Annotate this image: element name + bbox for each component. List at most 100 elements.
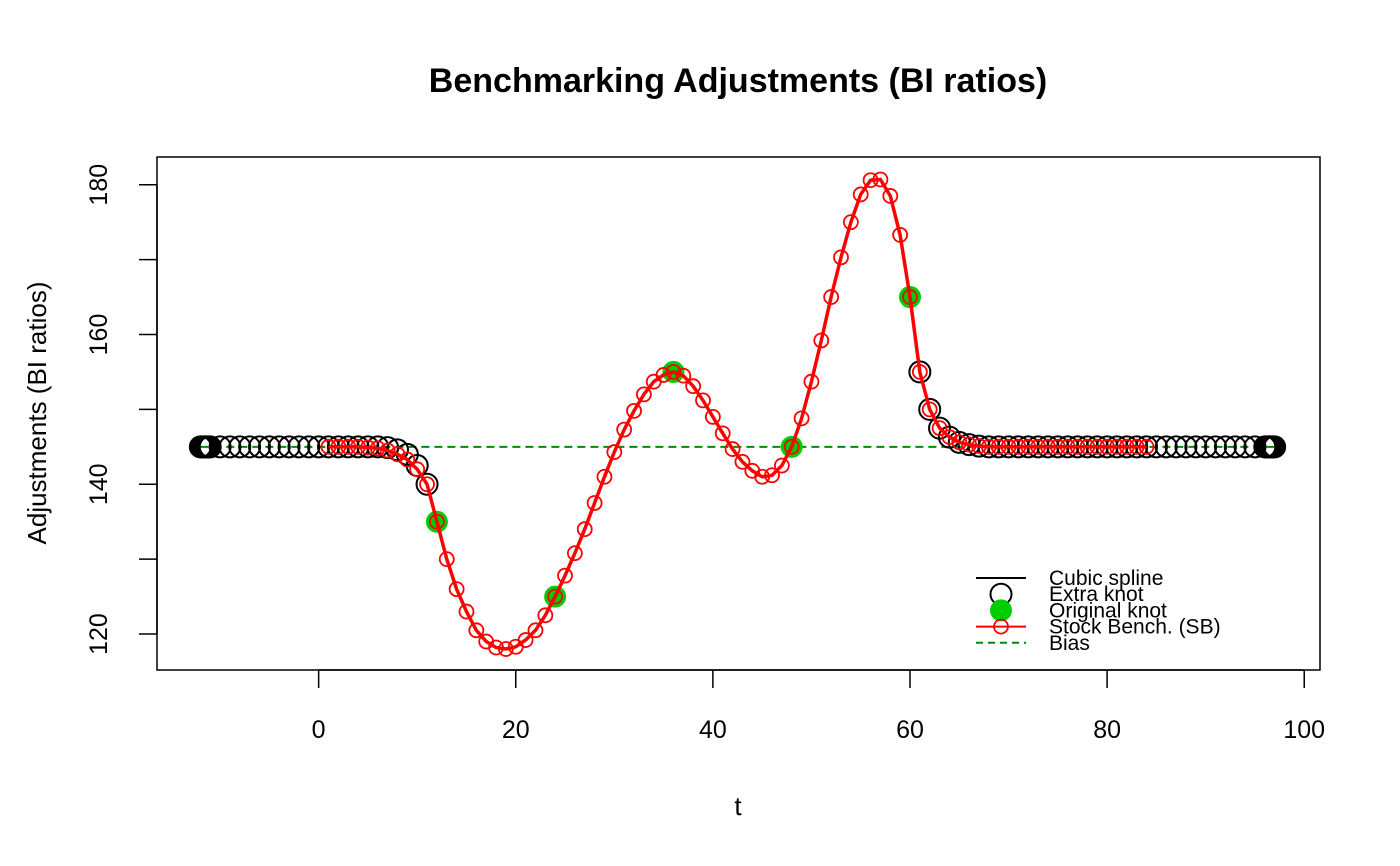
extra-knot-point [267, 435, 291, 459]
stock-bench-point [823, 289, 840, 305]
stock-bench-point [704, 408, 721, 425]
extra-knot-point [297, 435, 321, 459]
stock-bench-point [379, 442, 396, 459]
extra-knot-point [198, 435, 222, 459]
stock-bench-point [1069, 438, 1086, 455]
stock-bench-point [566, 545, 583, 562]
stock-bench-point [783, 438, 800, 455]
plot-frame [156, 156, 1321, 671]
stock-bench-point [961, 436, 978, 453]
extra-knot-point [1154, 435, 1178, 459]
stock-bench-point [320, 438, 337, 455]
extra-knot-point [1184, 435, 1208, 459]
extra-knot-point [1223, 435, 1247, 459]
stock-bench-point [497, 641, 514, 657]
stock-bench-point [1138, 438, 1155, 455]
stock-bench-point [882, 188, 899, 204]
stock-bench-point [764, 467, 780, 484]
stock-bench-point [369, 440, 386, 457]
legend-swatch [990, 599, 1012, 622]
stock-bench-point [872, 171, 889, 188]
stock-bench-point [862, 172, 879, 189]
stock-bench-point [951, 434, 968, 451]
stock-bench-point [576, 521, 593, 538]
plot-layer [188, 171, 1287, 657]
extra-knot-point [248, 435, 272, 459]
stock-bench-point [1020, 438, 1037, 455]
extra-knot-point [1213, 435, 1237, 459]
extra-knot-point [218, 435, 242, 459]
stock-bench-point [527, 622, 544, 639]
stock-bench-point [626, 402, 642, 419]
stock-bench-point [773, 457, 790, 474]
stock-bench-point [902, 289, 918, 305]
stock-bench-point [429, 513, 445, 530]
stock-bench-point [635, 386, 652, 403]
x-tick-label: 80 [1093, 716, 1121, 744]
stock-bench-point [547, 588, 564, 605]
stock-bench-point [754, 468, 771, 485]
stock-bench-point [360, 439, 376, 456]
extra-knot-point [918, 397, 942, 421]
extra-knot-point [287, 435, 311, 459]
stock-bench-point [842, 214, 859, 231]
stock-bench-point [911, 364, 928, 380]
stock-bench-point [971, 438, 987, 454]
stock-bench-point [517, 632, 534, 648]
stock-bench-point [852, 186, 869, 203]
extra-knot-point [1164, 435, 1188, 459]
stock-bench-point [980, 438, 997, 455]
stock-bench-point [941, 429, 958, 445]
stock-bench-point [1109, 438, 1125, 455]
stock-bench-point [350, 438, 366, 455]
stock-bench-point [813, 332, 830, 349]
stock-bench-point [389, 446, 406, 463]
stock-bench-point [1118, 438, 1135, 455]
stock-bench-point [488, 639, 504, 656]
extra-knot-point [1243, 435, 1267, 459]
stock-bench-point [340, 438, 357, 455]
extra-knot-point [1263, 435, 1287, 459]
stock-bench-point [685, 378, 702, 395]
stock-bench-point [448, 581, 465, 598]
stock-bench-point [833, 249, 849, 266]
legend-swatch [993, 618, 1009, 635]
x-axis: 0 20 40 60 80 100 [312, 669, 1325, 744]
extra-knot-point [238, 435, 262, 459]
stock-bench-point [695, 392, 711, 409]
stock-bench-point [665, 364, 682, 380]
y-axis: 120 140 160 180 [85, 164, 158, 655]
stock-bench-point [734, 453, 751, 470]
stock-bench-point [468, 622, 485, 639]
y-tick-label: 180 [85, 164, 113, 206]
stock-bench-point [1059, 438, 1076, 455]
stock-bench-point [330, 438, 347, 455]
x-axis-label: t [734, 791, 742, 821]
stock-bench-point [399, 451, 416, 468]
y-axis-label: Adjustments (BI ratios) [22, 282, 52, 545]
stock-bench-point [1040, 438, 1056, 455]
stock-bench-point [537, 607, 554, 624]
stock-bench-point [1128, 438, 1145, 455]
y-tick-label: 120 [85, 613, 113, 655]
extra-knot-point [1174, 435, 1198, 459]
stock-bench-point [557, 567, 573, 584]
x-tick-label: 60 [896, 716, 924, 744]
chart-title: Benchmarking Adjustments (BI ratios) [429, 62, 1047, 100]
x-tick-label: 40 [699, 716, 727, 744]
legend-label: Stock Bench. (SB) [1049, 616, 1221, 639]
stock-bench-point [1099, 438, 1116, 455]
stock-bench-point [793, 410, 810, 427]
x-tick-label: 20 [502, 716, 530, 744]
stock-bench-point [458, 603, 475, 620]
stock-bench-line [328, 177, 1147, 651]
stock-bench-point [438, 551, 455, 568]
x-tick-label: 0 [312, 716, 326, 744]
stock-bench-point [675, 367, 692, 384]
legend-label: Bias [1049, 632, 1090, 655]
extra-knot-point [257, 435, 281, 459]
stock-bench-point [1089, 438, 1106, 455]
stock-bench-point [931, 420, 948, 437]
